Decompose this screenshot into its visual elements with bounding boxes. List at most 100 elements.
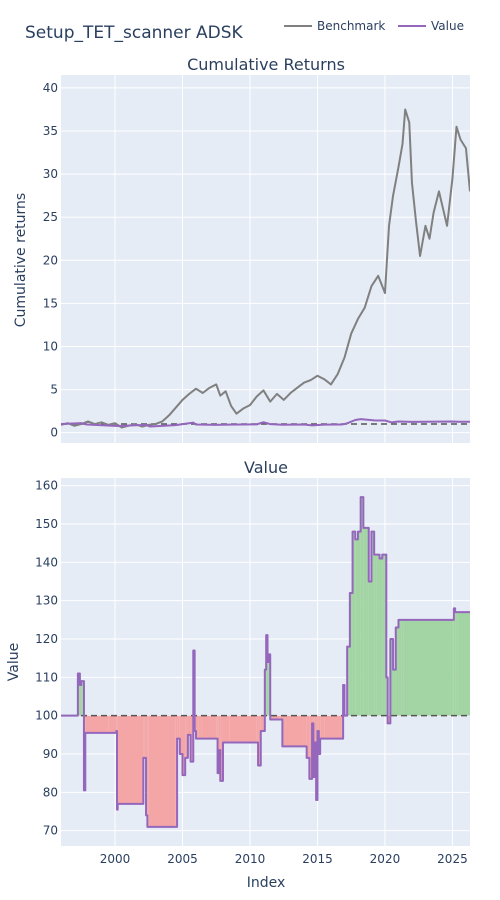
bottom-gain-region [371,531,375,716]
bottom-loss-region [303,715,307,747]
bottom-loss-region [229,715,257,743]
top-y-tick-label: 40 [43,81,58,95]
bottom-loss-region [114,715,117,733]
bottom-y-tick-label: 140 [35,555,58,569]
bottom-loss-region [222,715,230,743]
bottom-loss-region [190,715,194,762]
bottom-loss-region [148,715,176,827]
bottom-loss-region [144,715,147,758]
bottom-gain-region [390,639,394,716]
bottom-loss-region [312,715,314,724]
bottom-series-value[interactable] [61,496,470,828]
bottom-gain-region [398,619,402,716]
x-axis-label: Index [247,875,286,891]
bottom-loss-region [216,715,218,739]
top-series-value[interactable] [61,418,470,428]
bottom-loss-region [87,715,109,733]
bottom-x-tick-label: 2020 [370,852,401,866]
bottom-loss-region [179,715,183,754]
top-y-tick-label: 10 [43,339,58,353]
bottom-gain-region [266,635,268,716]
bottom-y-tick-label: 70 [43,824,58,838]
bottom-loss-region [260,715,264,731]
bottom-loss-region [317,715,319,731]
bottom-y-tick-label: 160 [35,479,58,493]
bottom-gain-region [453,608,456,716]
bottom-loss-region [320,715,325,739]
bottom-y-tick-label: 90 [43,747,58,761]
top-y-tick-label: 20 [43,253,58,267]
bottom-x-tick-label: 2015 [302,852,333,866]
top-plot-area [61,75,470,443]
bottom-loss-region [279,715,283,720]
bottom-loss-region [324,715,342,739]
bottom-gain-region [355,539,358,716]
top-y-tick-label: 5 [50,383,58,397]
legend-item-benchmark[interactable]: Benchmark [284,19,385,33]
bottom-loss-region [85,715,88,733]
top-y-tick-label: 0 [50,426,58,440]
bottom-gain-region [360,497,364,716]
bottom-loss-region [195,715,199,739]
bottom-gain-region [357,531,361,716]
bottom-loss-region [201,715,210,739]
bottom-gain-region [79,685,82,716]
legend-label-benchmark: Benchmark [317,19,385,33]
bottom-y-tick-label: 130 [35,594,58,608]
top-y-tick-label: 25 [43,210,58,224]
bottom-gain-region [366,527,369,716]
bottom-loss-region [218,715,221,751]
bottom-gain-region [452,619,454,716]
bottom-x-tick-label: 2005 [167,852,198,866]
legend-item-value[interactable]: Value [398,19,464,33]
bottom-y-tick-label: 120 [35,632,58,646]
bottom-loss-region [85,715,86,733]
bottom-loss-region [258,715,261,766]
bottom-y-tick-label: 80 [43,785,58,799]
top-y-tick-label: 15 [43,296,58,310]
bottom-gain-region [77,673,80,716]
bottom-loss-region [220,715,223,781]
bottom-gain-region [393,669,396,716]
bottom-y-tick-label: 100 [35,709,58,723]
bottom-gain-region [395,627,399,716]
bottom-gain-region [352,531,356,716]
top-y-axis-label: Cumulative returns [13,193,29,327]
bottom-y-axis-label: Value [6,643,22,681]
bottom-loss-region [177,715,180,739]
bottom-y-tick-label: 110 [35,670,58,684]
top-y-tick-label: 35 [43,124,58,138]
bottom-x-tick-label: 2000 [100,852,131,866]
bottom-x-tick-label: 2025 [437,852,468,866]
bottom-gain-region [368,581,372,716]
value-plot[interactable]: 70 80 90 100 110 120 130 140 150 160 2000 2005 2010 2… [35,478,470,866]
bottom-loss-region [285,715,304,747]
bottom-gain-region [382,554,385,716]
bottom-x-tick-label: 2010 [235,852,266,866]
bottom-loss-region [187,715,191,735]
cumulative-returns-plot[interactable]: 0 5 10 15 20 25 30 35 40 [43,75,470,443]
legend[interactable]: Benchmark Value [284,19,464,33]
bottom-loss-region [108,715,115,733]
bottom-gain-region [455,612,458,716]
bottom-gain-region [267,662,269,716]
bottom-gain-region [457,612,470,716]
bottom-loss-region [256,715,259,743]
bottom-gain-region [379,558,383,716]
bottom-loss-region [198,715,202,739]
bottom-loss-region [276,715,280,720]
legend-label-value: Value [431,19,464,33]
bottom-loss-region [282,715,286,747]
bottom-gain-region [376,554,380,716]
bottom-loss-region [116,715,118,731]
bottom-loss-region [270,715,273,720]
bottom-gain-region [347,646,350,716]
figure-title: Setup_TET_scanner ADSK [25,23,244,43]
top-y-tick-label: 30 [43,167,58,181]
bottom-y-tick-label: 150 [35,517,58,531]
bottom-loss-region [117,715,142,804]
bottom-gain-region [403,619,453,716]
bottom-gain-region [81,681,83,716]
bottom-loss-region [209,715,217,739]
